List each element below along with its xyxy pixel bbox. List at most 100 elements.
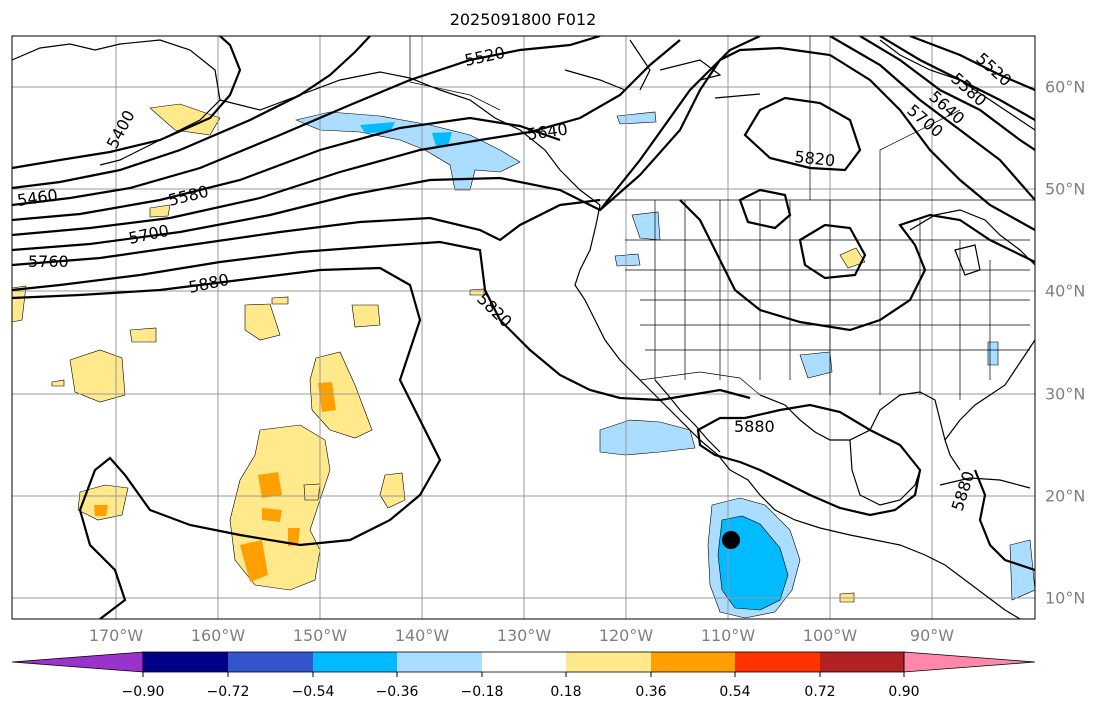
contour-label: 5880 [948,469,979,514]
colorbar-extend-low [11,651,144,673]
negative-anomaly-region [987,341,999,366]
colorbar-tick-label: 0.18 [550,684,582,700]
colorbar-bin [143,652,228,672]
contour-label: 5400 [103,107,139,152]
colorbar-bin [735,652,820,672]
contour-label: 5520 [972,49,1015,90]
contour-label: 5640 [526,119,569,143]
lat-label: 10°N [1045,588,1086,608]
negative-anomaly-region [295,111,521,191]
positive-anomaly-region [229,424,331,591]
colorbar-bin [313,652,397,672]
positive-anomaly-region [303,483,321,501]
lon-label: 90°W [909,626,955,645]
positive-anomaly-core [288,528,300,546]
contour-5820-east-block [679,199,1035,332]
negative-anomaly-region [614,253,641,267]
contour-label: 5520 [463,43,507,70]
colorbar-bin [228,652,313,672]
colorbar-bin [820,652,904,672]
contour-5580-east [879,36,1035,121]
lat-label: 50°N [1045,179,1086,199]
contour-5700-east [829,36,1035,201]
contour-5880-mexico [696,403,922,517]
lat-label: 40°N [1045,281,1086,301]
negative-anomaly-region [799,351,833,379]
contour-label: 5760 [28,252,69,271]
colorbar-bin [397,652,482,672]
lon-label: 170°W [88,626,144,645]
colorbar-tick-label: 0.72 [804,684,836,700]
contour-5640 [12,39,681,237]
contour-5820-ridge [599,46,1035,231]
negative-anomaly-core [360,122,395,133]
colorbar-tick-label: 0.54 [719,684,751,700]
positive-anomaly-core [94,505,108,516]
positive-anomaly-core [318,382,336,412]
positive-anomaly-region [149,103,221,136]
contour-label: 5880 [734,417,775,436]
positive-anomaly-region [51,379,65,387]
negative-anomaly-region [631,211,661,241]
coastlines [12,39,1035,619]
colorbar-bin [651,652,735,672]
colorbar [11,651,1036,677]
lon-label: 120°W [598,626,654,645]
lon-label: 110°W [700,626,756,645]
contour-5520 [12,36,601,207]
height-contours [12,36,1035,619]
positive-anomaly-region [244,303,281,341]
contour-5640-east [859,36,1035,151]
positive-anomaly-region [149,204,171,218]
colorbar-bin [482,652,566,672]
map-frame [11,35,1036,620]
colorbar-bin [566,652,651,672]
contour-5820-west [12,240,751,402]
contour-label: 5580 [166,182,210,210]
lat-label: 30°N [1045,384,1086,404]
positive-anomaly-core [258,472,282,498]
lat-label: 60°N [1045,77,1086,97]
colorbar-tick-label: 0.90 [888,684,920,700]
lon-label: 140°W [394,626,450,645]
negative-anomaly-region [616,111,657,125]
lon-label: 160°W [190,626,246,645]
colorbar-tick-label: −0.18 [460,684,504,700]
positive-anomaly-region [351,304,381,328]
colorbar-tick-label: −0.90 [121,684,165,700]
contour-5880-small [738,188,792,230]
contour-5880-high [743,96,862,172]
contour-5700 [12,36,761,252]
negative-anomaly-region [1009,539,1035,601]
positive-anomaly-region [839,247,866,269]
lon-label: 150°W [292,626,348,645]
colorbar-tick-label: 0.36 [635,684,667,700]
negative-anomaly-region [599,419,696,456]
contour-5400 [12,36,242,170]
contour-5460 [12,36,371,190]
positive-anomaly-region [12,285,27,323]
positive-anomaly-core [240,540,268,582]
positive-anomaly-region [129,327,157,343]
positive-anomaly-region [379,472,406,509]
colorbar-extend-high [903,651,1036,673]
colorbar-tick-label: −0.72 [206,684,250,700]
contour-label: 5820 [473,289,515,331]
lat-label: 20°N [1045,486,1086,506]
lon-label: 130°W [496,626,552,645]
lon-label: 100°W [802,626,858,645]
contour-label: 5700 [127,221,171,248]
storm-center-marker [722,531,740,549]
contour-5880-gulf [973,469,1035,572]
political-borders [409,36,1035,400]
positive-anomaly-region [309,351,373,439]
shading-layer [12,103,1035,619]
contour-5580 [12,116,561,222]
negative-anomaly-core [432,132,452,146]
positive-anomaly-region [271,296,289,305]
gridlines [12,36,1035,619]
contour-label: 5880 [187,270,231,297]
positive-anomaly-core [262,508,282,522]
contour-5520-east [909,36,1035,92]
